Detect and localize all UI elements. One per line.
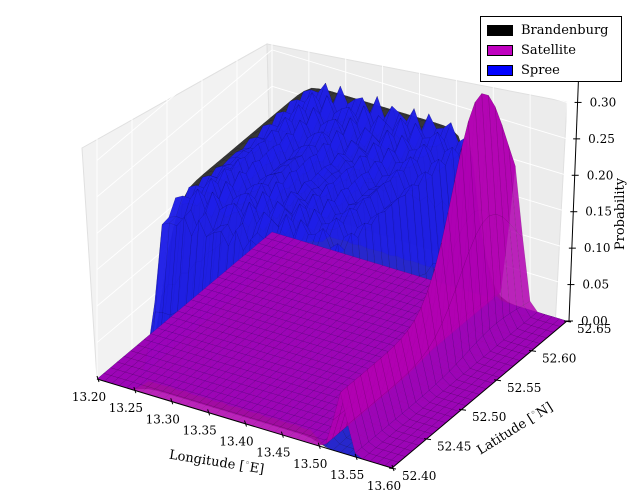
- legend-swatch-brandenburg: [487, 24, 513, 36]
- legend: Brandenburg Satellite Spree: [480, 16, 622, 82]
- legend-label-spree: Spree: [521, 62, 560, 78]
- x-tick: [391, 464, 395, 472]
- x-axis-label: Longitude [◦E]: [168, 447, 265, 478]
- z-tick-label: 0.25: [588, 132, 615, 146]
- z-axis-line: [568, 65, 580, 322]
- grid-line-z: [96, 12, 568, 161]
- legend-item-brandenburg: Brandenburg: [487, 20, 615, 40]
- legend-item-spree: Spree: [487, 60, 615, 80]
- z-tick-label: 0.30: [590, 95, 617, 109]
- x-tick-label: 13.35: [182, 423, 216, 437]
- surfaces: [96, 82, 568, 469]
- x-tick: [96, 375, 100, 383]
- z-tick-label: 0.10: [584, 241, 611, 255]
- y-tick-label: 52.45: [437, 440, 471, 454]
- x-tick: [244, 420, 247, 427]
- x-tick-label: 13.50: [293, 457, 327, 471]
- y-tick-label: 52.65: [577, 322, 611, 336]
- x-tick: [170, 398, 174, 405]
- legend-label-satellite: Satellite: [521, 42, 576, 58]
- y-tick: [458, 408, 467, 411]
- z-axis-label: Probability: [613, 177, 628, 250]
- y-axis-label: Latitude [◦N]: [474, 399, 556, 458]
- y-tick-label: 52.50: [472, 410, 506, 424]
- z-tick-label: 0.15: [585, 205, 612, 219]
- x-tick: [280, 431, 284, 438]
- z-tick-label: 0.05: [582, 278, 609, 292]
- y-tick-label: 52.55: [507, 381, 541, 395]
- z-tick-label: 0.20: [587, 168, 614, 182]
- x-tick-label: 13.20: [72, 390, 106, 404]
- grid-line-z: [96, 0, 568, 125]
- x-tick: [207, 409, 211, 416]
- legend-swatch-satellite: [487, 44, 513, 56]
- y-axis-line: [391, 320, 568, 469]
- legend-swatch-spree: [487, 64, 513, 76]
- grid-line-z: [96, 49, 568, 198]
- x-tick-label: 13.40: [219, 435, 253, 449]
- y-tick: [528, 349, 537, 352]
- z-tick-label: 0.00: [581, 314, 608, 328]
- x-tick-label: 13.60: [367, 479, 401, 493]
- y-tick: [388, 467, 397, 470]
- legend-label-brandenburg: Brandenburg: [521, 22, 609, 38]
- y-tick: [423, 438, 432, 441]
- x-tick: [133, 386, 137, 394]
- legend-item-satellite: Satellite: [487, 40, 615, 60]
- x-tick-label: 13.30: [146, 412, 180, 426]
- x-tick-label: 13.45: [256, 446, 290, 460]
- y-tick-label: 52.40: [402, 469, 436, 483]
- y-tick: [493, 379, 502, 382]
- x-axis-line: [96, 378, 393, 469]
- x-tick-label: 13.25: [109, 401, 143, 415]
- x-tick: [354, 453, 358, 461]
- surface-satellite: [96, 92, 568, 469]
- x-tick: [317, 442, 321, 449]
- axes: 13.2013.2513.3013.3513.4013.4513.5013.55…: [72, 59, 618, 493]
- y-tick-label: 52.60: [542, 351, 576, 365]
- x-tick-label: 13.55: [330, 468, 364, 482]
